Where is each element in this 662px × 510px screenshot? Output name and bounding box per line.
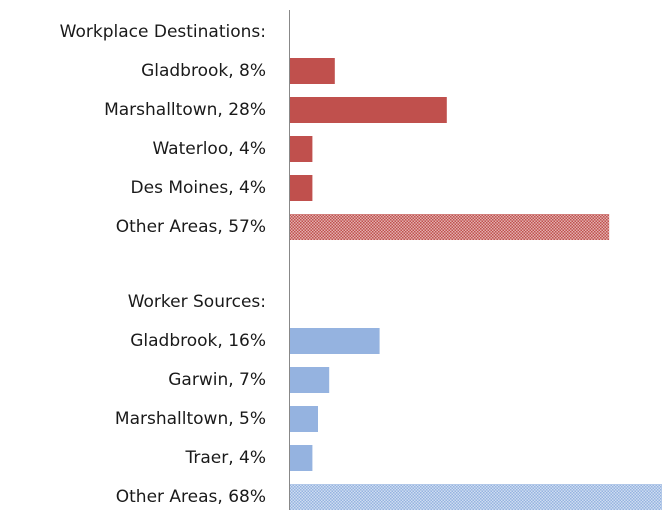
bar [290, 445, 313, 471]
category-label: Other Areas, 68% [116, 487, 266, 507]
bar [290, 484, 662, 510]
category-label: Marshalltown, 28% [104, 100, 266, 120]
group-heading: Workplace Destinations: [60, 22, 266, 42]
bar [290, 58, 335, 84]
bar [290, 328, 380, 354]
category-label: Marshalltown, 5% [115, 409, 266, 429]
bar [290, 97, 447, 123]
bar [290, 175, 313, 201]
category-label: Gladbrook, 8% [141, 61, 266, 81]
category-label: Garwin, 7% [168, 370, 266, 390]
category-label: Waterloo, 4% [152, 139, 266, 159]
bar [290, 406, 318, 432]
bar [290, 367, 330, 393]
category-label: Des Moines, 4% [131, 178, 266, 198]
bar [290, 136, 313, 162]
bar [290, 214, 610, 240]
category-label: Gladbrook, 16% [130, 331, 266, 351]
group-heading: Worker Sources: [128, 292, 266, 312]
category-label: Traer, 4% [184, 448, 266, 468]
category-label: Other Areas, 57% [116, 217, 266, 237]
